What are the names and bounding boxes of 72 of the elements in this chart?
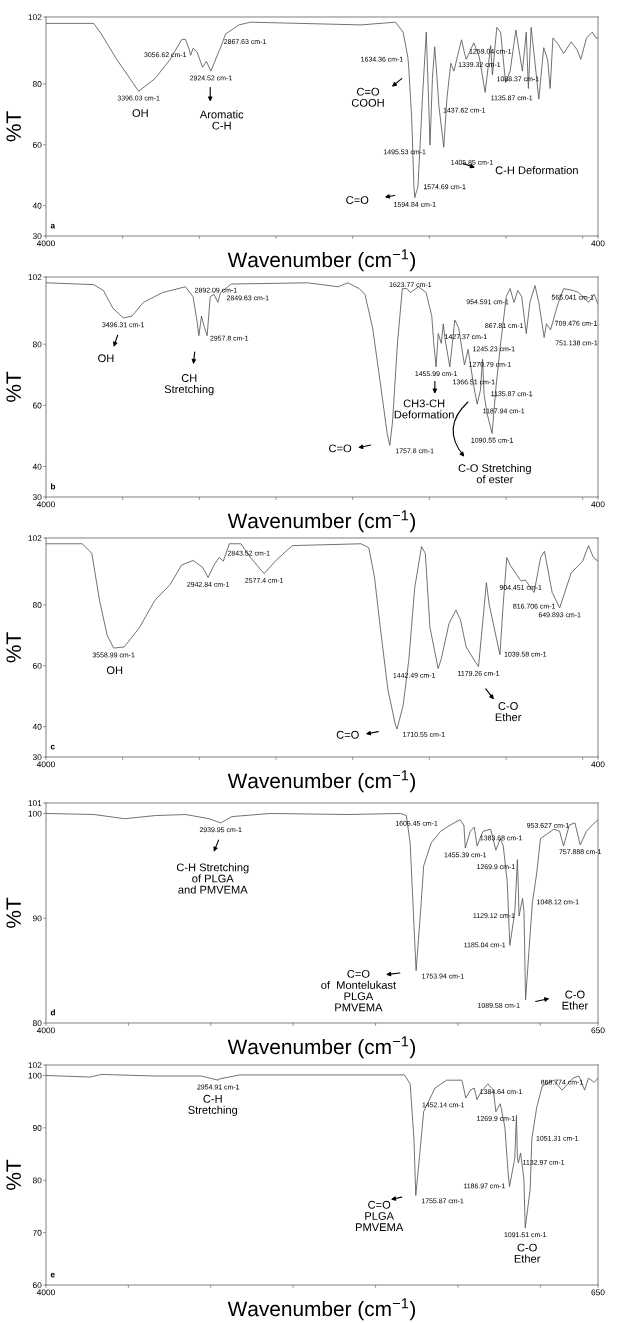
annotation: C=O of Montelukast PLGA PMVEMA xyxy=(321,969,397,1012)
x-tick-label: 400 xyxy=(591,240,605,247)
line-series xyxy=(46,1074,598,1229)
y-tick-label: 80 xyxy=(32,1020,42,1027)
y-tick-label: 101 xyxy=(28,800,42,807)
annotation: C-O Ether xyxy=(514,1243,541,1263)
y-tick-label: 60 xyxy=(32,662,42,669)
y-axis-title: %T xyxy=(6,897,21,928)
x-axis-title: Wavenumber (cm$^{−1}$) xyxy=(227,1298,416,1321)
y-tick-label: 102 xyxy=(28,274,42,281)
x-axis-title: Wavenumber (cm$^{−1}$) xyxy=(227,770,416,793)
y-tick-label: 60 xyxy=(32,1282,42,1289)
line-series xyxy=(46,543,598,730)
x-axis-title: Wavenumber (cm$^{−1}$) xyxy=(227,1036,416,1059)
line-series xyxy=(46,282,598,446)
annotation: Aromatic C-H xyxy=(199,110,244,130)
annotation: OH xyxy=(106,666,123,675)
y-tick-label: 100 xyxy=(28,810,42,817)
y-axis-title: %T xyxy=(6,1159,21,1190)
y-tick-label: 30 xyxy=(32,754,42,761)
y-tick-label: 40 xyxy=(32,723,42,730)
annotation: C-H Stretching xyxy=(188,1094,238,1117)
y-tick-label: 80 xyxy=(32,341,42,348)
annotation: C-O Stretching of ester xyxy=(458,463,531,484)
y-tick-label: 102 xyxy=(28,14,42,21)
annotation: C=O COOH xyxy=(351,87,384,107)
y-tick-label: 30 xyxy=(32,233,42,240)
x-tick-label: 4000 xyxy=(36,761,55,768)
y-axis-title: %T xyxy=(6,371,21,402)
y-tick-label: 30 xyxy=(32,494,42,501)
x-axis-title: Wavenumber (cm$^{−1}$) xyxy=(227,249,416,272)
y-tick-label: 60 xyxy=(32,141,42,148)
y-tick-label: 102 xyxy=(28,535,42,542)
x-tick-label: 650 xyxy=(591,1027,605,1034)
y-axis-title: %T xyxy=(6,632,21,663)
y-tick-label: 80 xyxy=(32,1177,42,1184)
y-tick-label: 80 xyxy=(32,602,42,609)
x-tick-label: 4000 xyxy=(36,240,55,247)
annotation: e xyxy=(50,1272,55,1278)
annotation: C-H Stretching of PLGA and PMVEMA xyxy=(176,863,249,894)
annotation: C=O xyxy=(329,444,352,453)
y-tick-label: 60 xyxy=(32,402,42,409)
annotation: C=O xyxy=(336,730,359,739)
annotation: b xyxy=(50,483,56,490)
x-axis-title: Wavenumber (cm$^{−1}$) xyxy=(227,510,416,533)
y-tick-label: 102 xyxy=(28,1062,42,1069)
annotation: C-O Ether xyxy=(562,990,589,1010)
y-axis-title: %T xyxy=(6,111,21,142)
annotation: OH xyxy=(98,354,114,363)
x-tick-label: 4000 xyxy=(36,1289,55,1296)
y-tick-label: 80 xyxy=(32,81,42,88)
annotation: C-O Ether xyxy=(495,702,522,722)
annotation: C-H Deformation xyxy=(495,166,578,175)
annotation: CH3-CH Deformation xyxy=(394,399,454,419)
x-tick-label: 400 xyxy=(591,501,605,508)
annotation: a xyxy=(50,223,56,229)
annotation: C=O PLGA PMVEMA xyxy=(356,1200,404,1231)
annotation: CH Stretching xyxy=(164,374,214,396)
y-tick-label: 90 xyxy=(32,1125,42,1131)
x-tick-label: 4000 xyxy=(36,501,55,508)
x-tick-label: 650 xyxy=(591,1289,605,1296)
y-tick-label: 40 xyxy=(32,463,42,470)
annotation: d xyxy=(50,1009,55,1016)
y-tick-label: 90 xyxy=(32,915,42,922)
annotation: c xyxy=(50,744,55,750)
annotation: C=O xyxy=(346,196,369,204)
x-tick-label: 4000 xyxy=(36,1027,55,1034)
y-tick-label: 40 xyxy=(32,202,42,209)
y-tick-label: 70 xyxy=(32,1229,42,1236)
y-tick-label: 100 xyxy=(28,1072,42,1079)
x-tick-label: 400 xyxy=(591,761,605,768)
annotation: OH xyxy=(132,109,148,118)
